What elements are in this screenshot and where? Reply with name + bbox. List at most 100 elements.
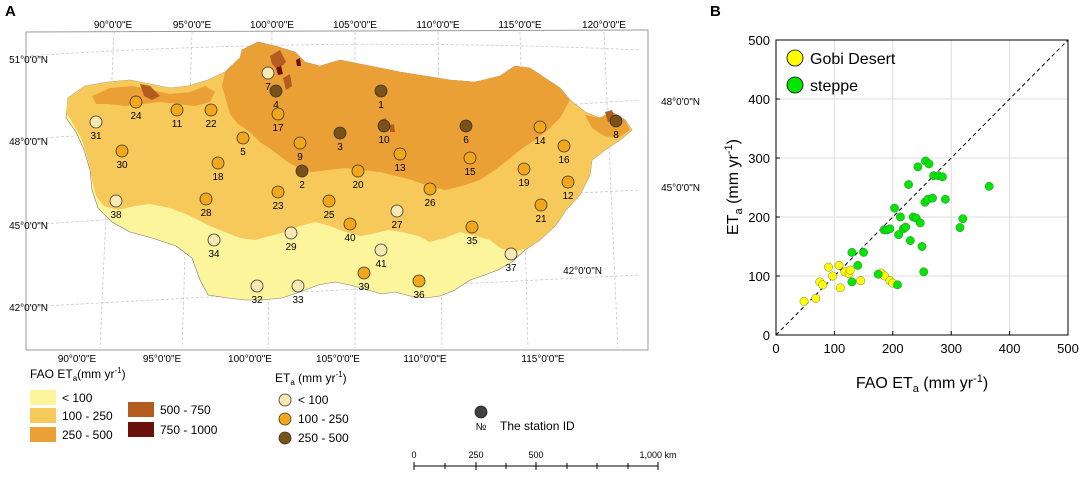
station-label: 40 bbox=[344, 233, 356, 244]
legend-eta: ETa (mm yr-1) < 100 100 - 250 250 - 500 bbox=[275, 370, 349, 445]
top-lon-label: 115°0'0"E bbox=[498, 20, 542, 31]
station-label: 39 bbox=[358, 282, 370, 293]
station-marker bbox=[295, 164, 309, 178]
station-label: 8 bbox=[613, 130, 619, 141]
legend-fao-label: 250 - 500 bbox=[62, 428, 113, 442]
station-marker bbox=[390, 204, 404, 218]
point-steppe bbox=[913, 162, 923, 172]
legend-fao: FAO ETa(mm yr-1) < 100 100 - 250 250 - 5… bbox=[30, 366, 218, 442]
legend-fao-label: 500 - 750 bbox=[160, 403, 211, 417]
point-steppe bbox=[915, 218, 925, 228]
station-label: 20 bbox=[352, 180, 364, 191]
y-tick-label: 100 bbox=[748, 269, 770, 284]
y-tick-label: 300 bbox=[748, 151, 770, 166]
station-marker bbox=[465, 220, 479, 234]
scalebar-ticks bbox=[413, 462, 659, 470]
x-tick-label: 400 bbox=[999, 341, 1021, 356]
station-label: 28 bbox=[200, 208, 212, 219]
point-steppe bbox=[955, 223, 965, 233]
point-gobi bbox=[845, 265, 855, 275]
legend-label-gobi: Gobi Desert bbox=[810, 51, 896, 68]
bottom-lon-label: 90°0'0"E bbox=[58, 354, 97, 365]
station-label: 7 bbox=[265, 82, 271, 93]
bottom-lon-label: 110°0'0"E bbox=[403, 354, 447, 365]
y-tick-label: 400 bbox=[748, 92, 770, 107]
x-axis-label: FAO ETa (mm yr-1) bbox=[856, 373, 988, 395]
station-marker bbox=[351, 164, 365, 178]
point-steppe bbox=[958, 214, 968, 224]
legend-station: № The station ID bbox=[474, 405, 575, 433]
right-lat-label-3: 42°0'0"N bbox=[563, 266, 602, 277]
point-steppe bbox=[847, 247, 857, 257]
one-to-one-line bbox=[775, 39, 1069, 336]
legend-marker-steppe bbox=[786, 76, 804, 94]
legend-fao-label: < 100 bbox=[62, 391, 93, 405]
x-tick-label: 500 bbox=[1057, 341, 1079, 356]
top-lon-labels: 90°0'0"E 95°0'0"E 100°0'0"E 105°0'0"E 11… bbox=[94, 20, 626, 31]
point-steppe bbox=[873, 269, 883, 279]
legend-station-symbol: № bbox=[476, 422, 487, 433]
top-lon-label: 90°0'0"E bbox=[94, 20, 133, 31]
y-axis-label: ETa (mm yr-1) bbox=[723, 139, 745, 235]
station-marker bbox=[343, 217, 357, 231]
legend-eta-label: 250 - 500 bbox=[298, 431, 349, 445]
station-label: 37 bbox=[505, 263, 517, 274]
point-gobi bbox=[818, 280, 828, 290]
station-label: 4 bbox=[273, 100, 279, 111]
station-marker bbox=[333, 126, 347, 140]
station-label: 21 bbox=[535, 214, 547, 225]
station-label: 41 bbox=[375, 259, 387, 270]
scalebar-label: 500 bbox=[528, 450, 543, 460]
legend-eta-label: < 100 bbox=[298, 393, 329, 407]
station-marker bbox=[115, 144, 129, 158]
station-marker bbox=[357, 266, 371, 280]
x-tick-label: 100 bbox=[824, 341, 846, 356]
legend-fao-swatch bbox=[128, 402, 154, 417]
stations-layer: 1234567891011121314151617181920212223242… bbox=[89, 66, 623, 306]
chart-ticks: 0 100 200 300 400 500 0 100 200 300 400 500 bbox=[748, 33, 1079, 356]
station-marker bbox=[609, 114, 623, 128]
station-marker bbox=[412, 274, 426, 288]
station-label: 2 bbox=[299, 180, 305, 191]
legend-fao-swatch bbox=[30, 427, 56, 442]
station-label: 32 bbox=[251, 295, 263, 306]
station-marker bbox=[271, 185, 285, 199]
station-label: 34 bbox=[208, 249, 220, 260]
station-label: 35 bbox=[466, 236, 478, 247]
legend-fao-label: 750 - 1000 bbox=[160, 423, 218, 437]
point-gobi bbox=[811, 294, 821, 303]
chart-legend: Gobi Desert steppe bbox=[786, 49, 896, 95]
station-label: 6 bbox=[463, 135, 469, 146]
right-lat-labels: 48°0'0"N 45°0'0"N bbox=[661, 97, 700, 194]
station-marker bbox=[271, 107, 285, 121]
station-marker bbox=[109, 194, 123, 208]
legend-eta-marker bbox=[278, 393, 292, 407]
legend-marker-gobi bbox=[786, 49, 804, 67]
x-tick-label: 300 bbox=[940, 341, 962, 356]
point-gobi bbox=[856, 276, 866, 286]
station-marker bbox=[89, 115, 103, 129]
station-marker bbox=[463, 151, 477, 165]
station-marker bbox=[284, 226, 298, 240]
point-steppe bbox=[940, 194, 950, 204]
station-label: 33 bbox=[292, 295, 304, 306]
left-lat-labels: 51°0'0"N 48°0'0"N 45°0'0"N 42°0'0"N bbox=[9, 55, 48, 314]
x-tick-label: 200 bbox=[882, 341, 904, 356]
station-marker bbox=[261, 66, 275, 80]
station-marker bbox=[423, 182, 437, 196]
legend-label-steppe: steppe bbox=[810, 78, 858, 95]
legend-eta-marker bbox=[278, 431, 292, 445]
station-marker bbox=[129, 95, 143, 109]
bottom-lon-label: 115°0'0"E bbox=[521, 354, 565, 365]
station-marker bbox=[374, 84, 388, 98]
legend-eta-label: 100 - 250 bbox=[298, 412, 349, 426]
station-marker bbox=[269, 84, 283, 98]
scalebar-label: 0 bbox=[411, 450, 416, 460]
map-body: 42°0'0"N 1234567891011121314151617181920… bbox=[30, 31, 640, 348]
station-marker bbox=[236, 131, 250, 145]
scalebar-label: 1,000 km bbox=[639, 450, 676, 460]
station-label: 12 bbox=[562, 191, 574, 202]
station-marker bbox=[557, 139, 571, 153]
top-lon-label: 110°0'0"E bbox=[416, 20, 460, 31]
station-marker bbox=[377, 119, 391, 133]
